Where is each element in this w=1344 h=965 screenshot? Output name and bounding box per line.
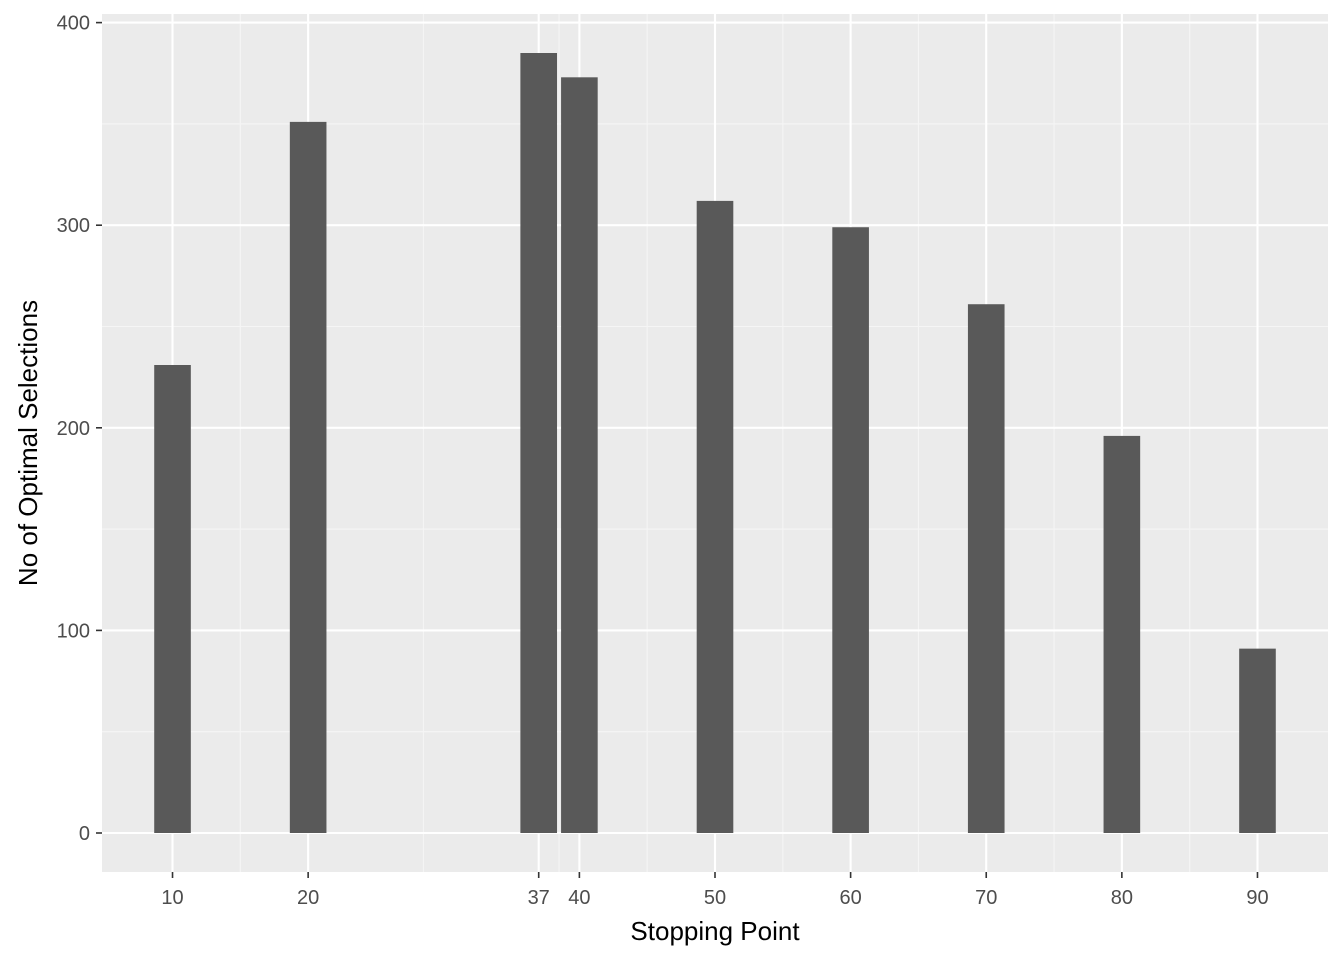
y-axis-title: No of Optimal Selections — [13, 300, 43, 586]
bar-40 — [561, 77, 598, 833]
x-tick-label: 20 — [297, 887, 319, 909]
x-tick-label: 60 — [839, 887, 861, 909]
x-tick-label: 40 — [568, 887, 590, 909]
y-tick-label: 200 — [57, 418, 90, 440]
bar-70 — [967, 304, 1005, 833]
bar-60 — [832, 227, 869, 833]
x-tick-label: 10 — [161, 887, 183, 909]
x-axis-title: Stopping Point — [630, 916, 800, 946]
bars — [154, 53, 1276, 833]
y-tick-label: 0 — [79, 823, 90, 845]
bar-80 — [1103, 435, 1141, 833]
y-axis: 0 100 200 300 400 — [57, 13, 102, 845]
y-tick-label: 100 — [57, 620, 90, 642]
x-tick-label: 80 — [1111, 887, 1133, 909]
y-tick-label: 300 — [57, 215, 90, 237]
bar-20 — [289, 121, 327, 833]
bar-37 — [520, 53, 558, 833]
bar-10 — [154, 365, 191, 833]
x-tick-label: 37 — [528, 887, 550, 909]
bar-50 — [696, 200, 734, 833]
x-tick-label: 70 — [975, 887, 997, 909]
x-tick-label: 90 — [1246, 887, 1268, 909]
x-tick-label: 50 — [704, 887, 726, 909]
y-tick-label: 400 — [57, 13, 90, 35]
x-axis: 10 20 37 40 50 60 70 80 90 — [161, 872, 1269, 909]
bar-90 — [1239, 648, 1276, 833]
